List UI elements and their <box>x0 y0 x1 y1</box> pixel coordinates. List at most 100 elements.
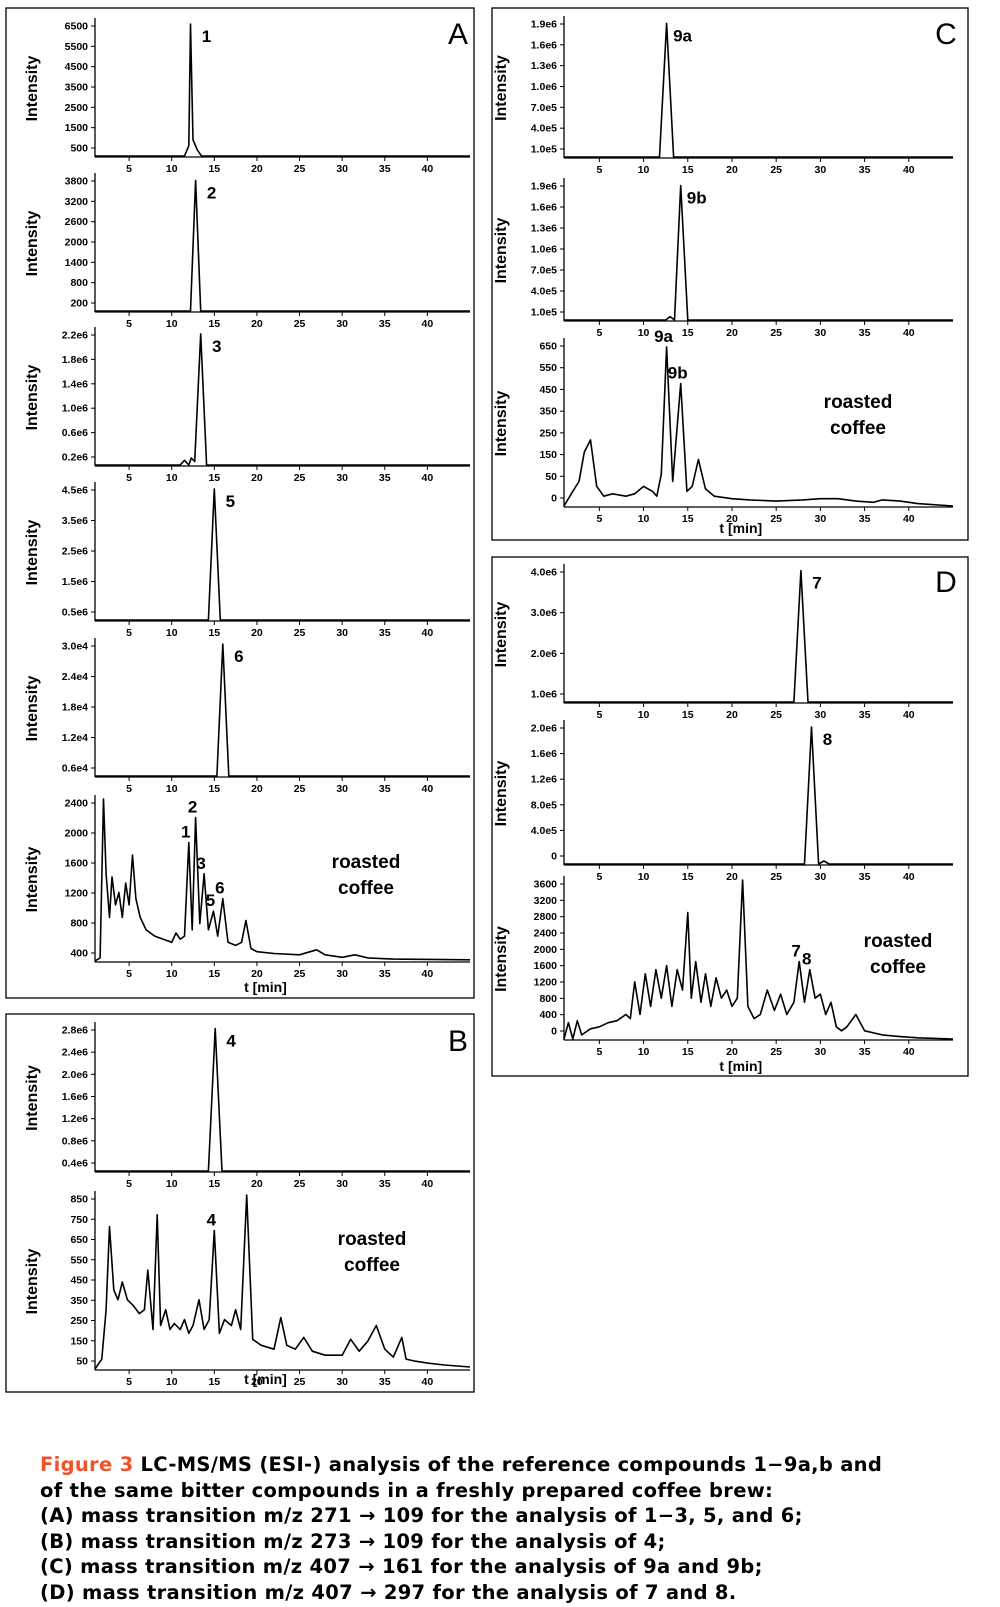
x-tick-label: 15 <box>682 513 694 525</box>
y-tick-label: 1.5e6 <box>62 576 88 588</box>
series-line <box>94 798 471 962</box>
y-tick-label: 1400 <box>65 257 89 269</box>
peak-label: 1 <box>202 27 211 46</box>
y-tick-label: 2000 <box>65 237 89 249</box>
x-tick-label: 40 <box>422 1376 434 1388</box>
x-tick-label: 40 <box>422 783 434 795</box>
peak-label: 2 <box>188 798 197 817</box>
y-axis-label: Intensity <box>24 520 41 586</box>
y-tick-label: 150 <box>70 1335 88 1347</box>
x-tick-label: 5 <box>126 318 132 330</box>
y-tick-label: 250 <box>539 427 557 439</box>
y-tick-label: 3200 <box>65 196 89 208</box>
y-tick-label: 3.0e6 <box>531 607 557 619</box>
series-line <box>94 1194 471 1370</box>
y-tick-label: 1.8e6 <box>62 354 88 366</box>
x-tick-label: 35 <box>379 1178 391 1190</box>
figure-caption: Figure 3 LC-MS/MS (ESI-) analysis of the… <box>40 1452 980 1606</box>
x-tick-label: 10 <box>638 709 650 721</box>
x-tick-label: 25 <box>770 164 782 176</box>
y-tick-label: 3200 <box>534 895 558 907</box>
x-tick-label: 10 <box>638 327 650 339</box>
x-tick-label: 25 <box>294 1376 306 1388</box>
y-tick-label: 2000 <box>534 944 558 956</box>
y-tick-label: 0.6e6 <box>62 427 88 439</box>
x-tick-label: 5 <box>126 783 132 795</box>
trace-D-3: 0 400 800 1200 1600 2000 2400 2800 3200 3600 5 10 15… <box>493 876 954 1058</box>
x-tick-label: 25 <box>770 327 782 339</box>
x-tick-label: 20 <box>251 163 263 175</box>
x-tick-label: 5 <box>126 968 132 980</box>
y-tick-label: 3500 <box>65 82 89 94</box>
y-tick-label: 1.6e6 <box>62 1091 88 1103</box>
y-tick-label: 150 <box>539 449 557 461</box>
y-tick-label: 3800 <box>65 176 89 188</box>
x-tick-label: 5 <box>596 709 602 721</box>
peak-label: 9a <box>673 26 692 45</box>
x-tick-label: 5 <box>596 871 602 883</box>
y-tick-label: 4.0e5 <box>531 123 557 135</box>
x-tick-label: 25 <box>294 472 306 484</box>
peak-label: 5 <box>206 891 215 910</box>
peak-label: 7 <box>812 574 821 593</box>
x-tick-label: 5 <box>596 1046 602 1058</box>
y-tick-label: 4.0e5 <box>531 825 557 837</box>
x-axis-label: t [min] <box>719 520 762 536</box>
caption-line-5: (C) mass transition m/z 407 → 161 for th… <box>40 1555 763 1579</box>
trace-C-3: 0 50 150 250 350 450 550 650 5 10 15 20 25 30 35 40 Inte… <box>493 327 954 525</box>
y-tick-label: 450 <box>539 384 557 396</box>
y-tick-label: 800 <box>70 277 88 289</box>
y-tick-label: 2.4e6 <box>62 1047 88 1059</box>
y-axis-label: Intensity <box>24 847 41 913</box>
x-tick-label: 15 <box>682 709 694 721</box>
trace-B-2: 50 150 250 350 450 550 650 750 850 5 10 15 20 25 30 35 4… <box>24 1191 471 1388</box>
x-tick-label: 30 <box>815 1046 827 1058</box>
x-tick-label: 30 <box>815 513 827 525</box>
caption-line-4: (B) mass transition m/z 273 → 109 for th… <box>40 1529 666 1553</box>
x-tick-label: 40 <box>422 1178 434 1190</box>
x-tick-label: 5 <box>126 472 132 484</box>
x-tick-label: 30 <box>336 163 348 175</box>
peak-label: 3 <box>196 854 205 873</box>
x-tick-label: 40 <box>422 627 434 639</box>
x-tick-label: 20 <box>726 164 738 176</box>
y-tick-label: 1.0e6 <box>531 244 557 256</box>
y-tick-label: 1500 <box>65 122 89 134</box>
x-tick-label: 20 <box>251 627 263 639</box>
y-tick-label: 4.5e6 <box>62 485 88 497</box>
x-tick-label: 30 <box>815 327 827 339</box>
x-tick-label: 20 <box>251 1178 263 1190</box>
x-tick-label: 20 <box>251 783 263 795</box>
x-tick-label: 15 <box>208 783 220 795</box>
x-tick-label: 30 <box>336 627 348 639</box>
y-tick-label: 0.6e4 <box>62 763 88 775</box>
x-tick-label: 35 <box>859 327 871 339</box>
y-tick-label: 350 <box>70 1295 88 1307</box>
x-tick-label: 5 <box>126 163 132 175</box>
series-line <box>95 333 470 466</box>
y-tick-label: 200 <box>70 298 88 310</box>
x-tick-label: 15 <box>208 627 220 639</box>
x-tick-label: 10 <box>638 871 650 883</box>
caption-line-6: (D) mass transition m/z 407 → 297 for th… <box>40 1580 737 1604</box>
x-tick-label: 35 <box>379 783 391 795</box>
x-tick-label: 20 <box>251 318 263 330</box>
series-line <box>564 569 953 703</box>
y-tick-label: 1.0e6 <box>62 403 88 415</box>
x-tick-label: 10 <box>638 513 650 525</box>
y-tick-label: 50 <box>76 1356 88 1368</box>
trace-A-5: 0.6e4 1.2e4 1.8e4 2.4e4 3.0e4 5 10 15 20 25 30 35 40… <box>24 638 470 795</box>
y-tick-label: 1600 <box>534 960 558 972</box>
x-tick-label: 25 <box>294 1178 306 1190</box>
x-tick-label: 15 <box>682 327 694 339</box>
y-tick-label: 0 <box>551 851 557 863</box>
panel-frame <box>5 7 475 999</box>
y-tick-label: 1.0e5 <box>531 307 557 319</box>
y-axis-label: Intensity <box>24 1065 41 1131</box>
x-tick-label: 10 <box>166 163 178 175</box>
y-tick-label: 7.0e5 <box>531 102 557 114</box>
x-tick-label: 40 <box>422 472 434 484</box>
y-tick-label: 550 <box>539 362 557 374</box>
